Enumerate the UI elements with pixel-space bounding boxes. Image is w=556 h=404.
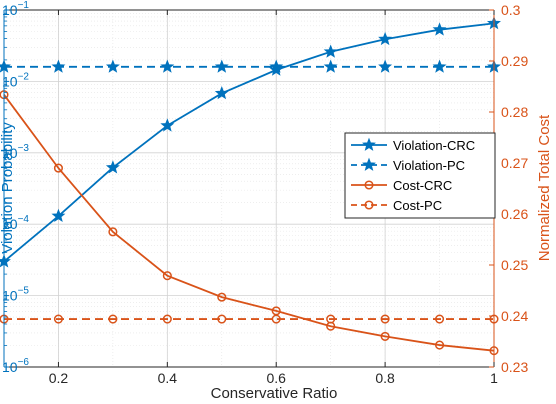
data-point xyxy=(432,22,447,36)
x-tick-label: 0.4 xyxy=(158,370,178,386)
data-point xyxy=(323,59,338,73)
data-point xyxy=(53,314,63,324)
legend-label: Cost-CRC xyxy=(393,178,452,193)
y-tick-label-right: 0.26 xyxy=(501,206,528,222)
data-point xyxy=(326,314,336,324)
legend-entries: Violation-CRC Violation-PC Cost-CRC Cost-PC xyxy=(351,137,475,213)
y-axis-label-right: Normalized Total Cost xyxy=(536,114,553,261)
y-tick-label-left: 10−5 xyxy=(2,286,29,304)
series-violation-crc xyxy=(0,16,501,268)
y-axis-label-left: Violation Probability xyxy=(0,122,16,254)
legend-marker xyxy=(364,200,374,210)
data-point xyxy=(435,340,445,350)
data-point xyxy=(323,44,338,58)
x-axis-label: Conservative Ratio xyxy=(211,385,338,402)
legend-entry: Violation-PC xyxy=(351,157,465,173)
legend-marker xyxy=(362,157,376,171)
legend-entry: Cost-PC xyxy=(351,198,442,213)
data-point xyxy=(271,314,281,324)
data-point xyxy=(160,59,175,73)
data-point xyxy=(162,314,172,324)
y-tick-label-right: 0.23 xyxy=(501,359,528,375)
y-tick-label-right: 0.29 xyxy=(501,53,528,69)
data-point xyxy=(51,59,66,73)
legend-label: Violation-CRC xyxy=(393,138,475,153)
legend-marker xyxy=(364,180,374,190)
data-point xyxy=(162,271,172,281)
data-point xyxy=(108,227,118,237)
legend-marker xyxy=(362,137,376,151)
y-tick-label-right: 0.27 xyxy=(501,155,528,171)
data-point xyxy=(217,314,227,324)
data-point xyxy=(53,163,63,173)
series-line xyxy=(3,94,495,352)
legend-entry: Violation-CRC xyxy=(351,137,475,153)
data-point xyxy=(105,160,120,174)
data-point xyxy=(435,314,445,324)
data-point xyxy=(51,208,66,222)
data-point xyxy=(380,331,390,341)
data-point xyxy=(380,314,390,324)
y-tick-label-left: 10−3 xyxy=(2,143,29,161)
data-point xyxy=(378,59,393,73)
y-tick-label-right: 0.24 xyxy=(501,308,528,324)
x-tick-label: 0.2 xyxy=(49,370,69,386)
legend: Violation-CRC Violation-PC Cost-CRC Cost-PC xyxy=(344,132,496,219)
data-point xyxy=(217,292,227,302)
data-point xyxy=(160,118,175,132)
axes-layer: 0.2 0.4 0.6 0.8 1 10−6 10−5 10−4 10−3 10−2 10−1 0.2… xyxy=(2,0,528,386)
data-point xyxy=(105,59,120,73)
y-tick-label-right: 0.28 xyxy=(501,104,528,120)
data-point xyxy=(108,314,118,324)
data-point xyxy=(432,59,447,73)
y-tick-label-left: 10−4 xyxy=(2,214,29,232)
series-line xyxy=(3,22,495,263)
y-tick-label-right: 0.25 xyxy=(501,257,528,273)
y-tick-label-right: 0.3 xyxy=(501,2,521,18)
data-point xyxy=(378,31,393,46)
x-tick-label: 1 xyxy=(490,370,498,386)
x-tick-label: 0.8 xyxy=(375,370,395,386)
y-tick-label-left: 10−2 xyxy=(2,71,29,89)
data-point xyxy=(214,59,229,73)
legend-entry: Cost-CRC xyxy=(351,178,452,193)
legend-label: Violation-PC xyxy=(393,158,465,173)
data-point xyxy=(214,86,229,100)
y-tick-label-left: 10−6 xyxy=(2,357,29,375)
data-point xyxy=(269,59,284,73)
x-tick-label: 0.6 xyxy=(266,370,286,386)
y-tick-label-left: 10−1 xyxy=(2,0,29,18)
legend-label: Cost-PC xyxy=(393,198,442,213)
